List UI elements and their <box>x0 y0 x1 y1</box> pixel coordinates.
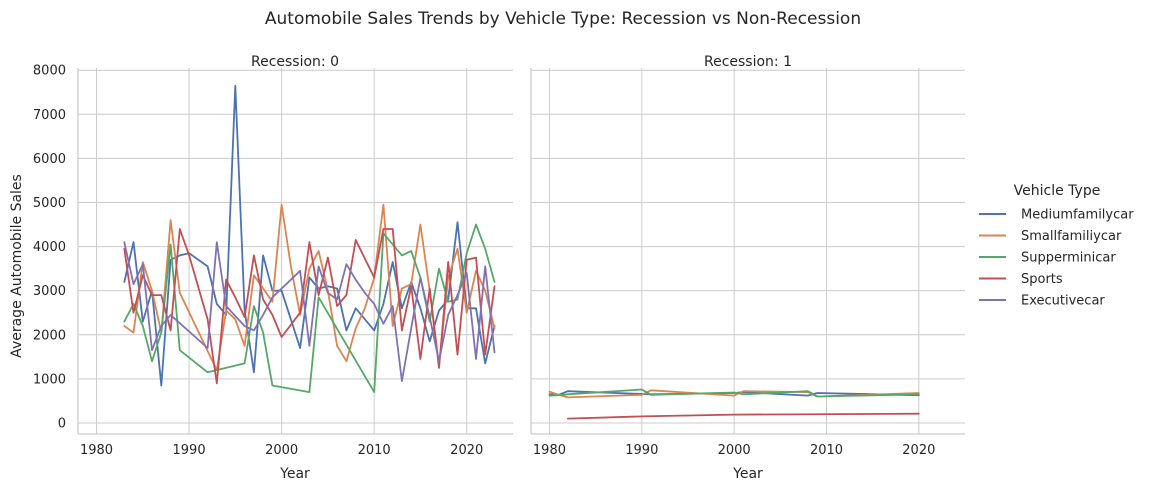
legend-title: Vehicle Type <box>1014 183 1101 199</box>
x-tick-2020-left: 2020 <box>450 443 483 458</box>
panel-right-series <box>548 388 920 420</box>
legend-label-mediumfamilycar: Mediumfamilycar <box>1021 208 1134 223</box>
x-tick-2010-right: 2010 <box>810 443 843 458</box>
x-axis-label-right: Year <box>732 466 763 482</box>
series-line-sports-right <box>567 412 920 420</box>
y-tick-0: 0 <box>58 416 66 431</box>
x-tick-2010-left: 2010 <box>358 443 391 458</box>
x-tick-1980-left: 1980 <box>80 443 113 458</box>
panel-left: Recession: 0 1980 1990 2000 2010 2020 0 1000 20… <box>33 54 513 458</box>
panel-right-gridlines <box>531 68 965 434</box>
y-axis-label: Average Automobile Sales <box>9 174 25 358</box>
x-tick-2000-left: 2000 <box>265 443 298 458</box>
y-tick-8000: 8000 <box>33 64 66 79</box>
series-line-supperminicar-right <box>548 388 920 398</box>
panel-left-gridlines <box>78 68 513 434</box>
panel-right: Recession: 1 1980 1990 2000 2010 2020 <box>530 54 965 458</box>
legend-label-sports: Sports <box>1021 272 1063 287</box>
y-tick-7000: 7000 <box>33 108 66 123</box>
y-tick-2000: 2000 <box>33 328 66 343</box>
x-axis-label-left: Year <box>279 466 310 482</box>
panel-title-recession-1: Recession: 1 <box>704 54 792 70</box>
panel-right-axes <box>530 68 965 435</box>
x-tick-1980-right: 1980 <box>533 443 566 458</box>
legend-label-executivecar: Executivecar <box>1021 294 1105 309</box>
y-tick-5000: 5000 <box>33 196 66 211</box>
y-tick-6000: 6000 <box>33 152 66 167</box>
y-tick-1000: 1000 <box>33 372 66 387</box>
panel-left-axes <box>77 68 513 435</box>
x-tick-1990-right: 1990 <box>625 443 658 458</box>
panel-left-ticks: 1980 1990 2000 2010 2020 0 1000 2000 3000 4000 500… <box>33 64 483 458</box>
legend: Vehicle Type Mediumfamilycar Smallfamiliy… <box>979 183 1134 309</box>
panel-title-recession-0: Recession: 0 <box>251 54 339 70</box>
legend-label-smallfamiliycar: Smallfamiliycar <box>1021 229 1122 244</box>
x-tick-2020-right: 2020 <box>902 443 935 458</box>
x-tick-2000-right: 2000 <box>718 443 751 458</box>
chart-title: Automobile Sales Trends by Vehicle Type:… <box>265 9 861 29</box>
panel-right-ticks: 1980 1990 2000 2010 2020 <box>533 443 935 458</box>
panel-left-series <box>123 84 496 394</box>
y-tick-4000: 4000 <box>33 240 66 255</box>
series-line-mediumfamilycar-left <box>123 84 496 387</box>
legend-label-supperminicar: Supperminicar <box>1021 251 1116 266</box>
series-line-executivecar-left <box>123 241 496 383</box>
x-tick-1990-left: 1990 <box>173 443 206 458</box>
y-tick-3000: 3000 <box>33 284 66 299</box>
